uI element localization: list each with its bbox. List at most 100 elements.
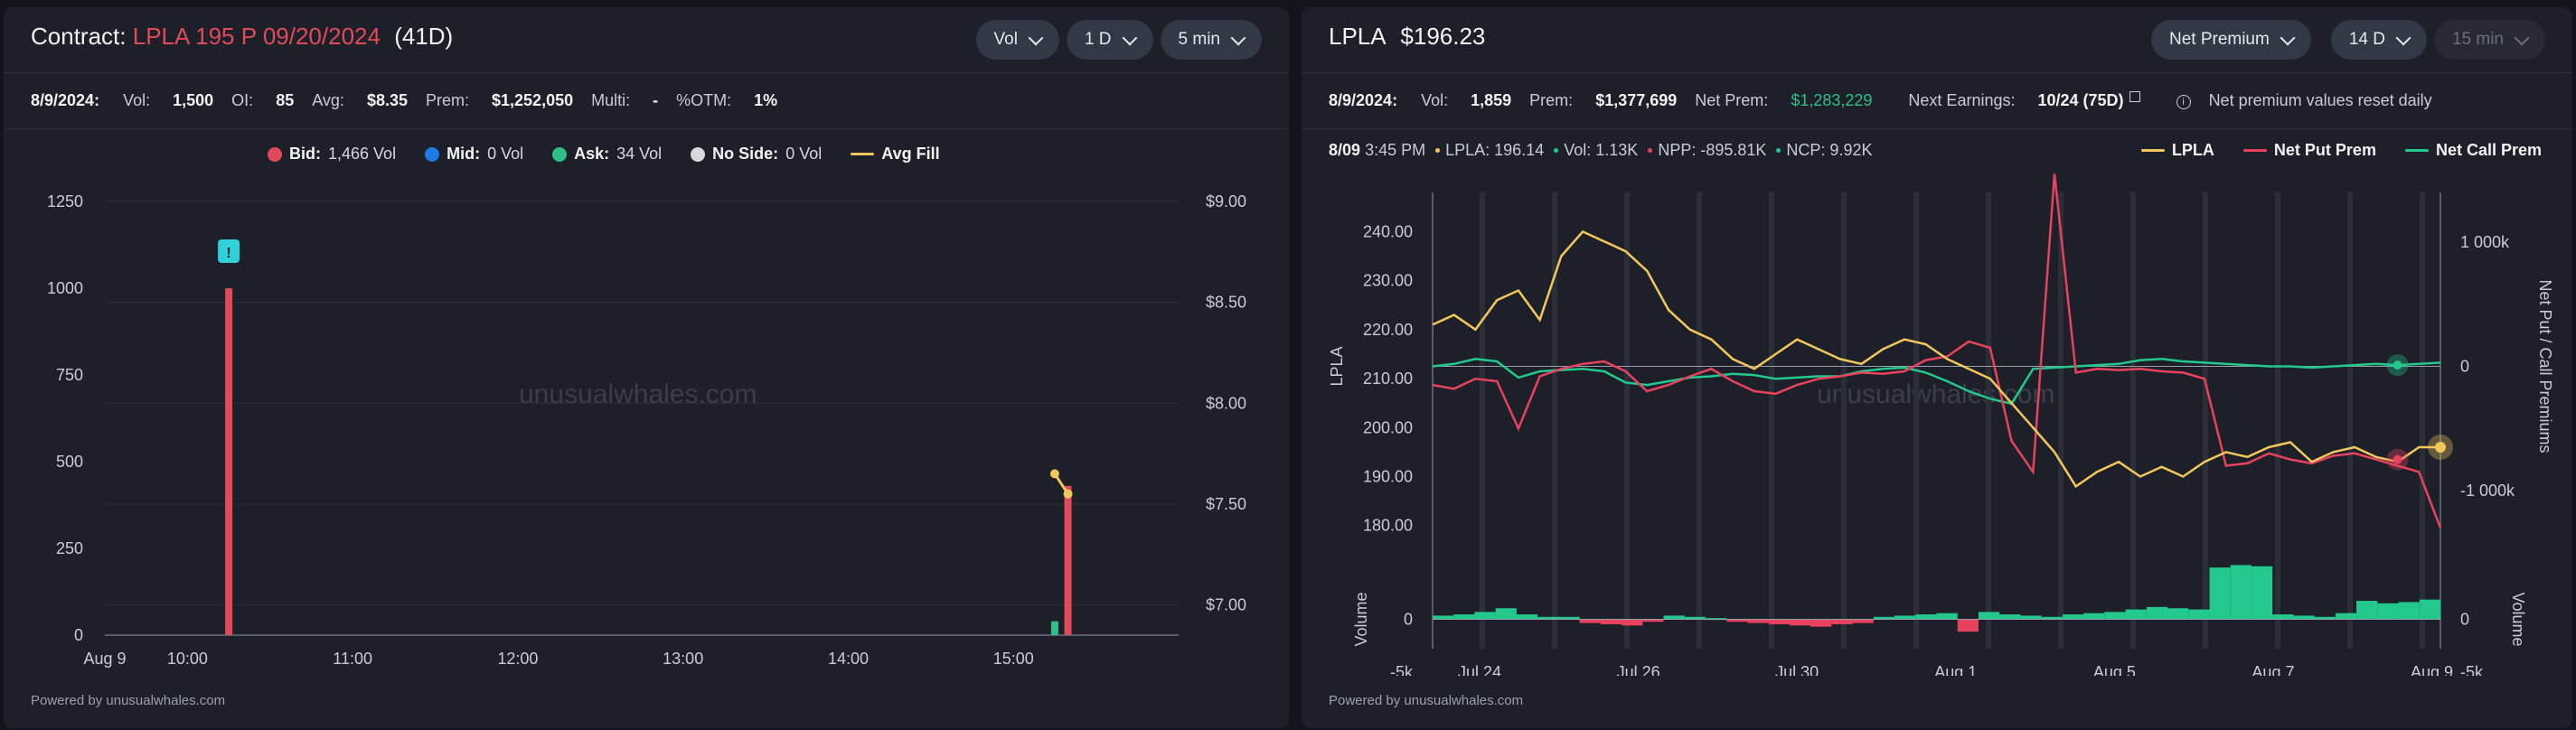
legend-swatch	[851, 153, 875, 155]
volume-bar	[1936, 613, 1958, 620]
external-link-icon[interactable]	[2129, 90, 2140, 102]
ticker-symbol[interactable]: LPLA	[1329, 23, 1386, 50]
legend-item-ask[interactable]: Ask: 34 Vol	[552, 145, 662, 164]
stat-multi: Multi: -	[591, 90, 659, 109]
info-icon[interactable]: i	[2176, 94, 2191, 109]
contract-header: Contract: LPLA 195 P 09/20/2024 (41D) Vo…	[4, 7, 1289, 73]
stat-prem: Prem: $1,377,699	[1529, 90, 1678, 109]
volume-bar	[1642, 619, 1664, 622]
contract-symbol[interactable]: LPLA 195 P 09/20/2024	[132, 23, 381, 50]
y2-tick-label: $8.00	[1206, 394, 1246, 412]
legend-swatch	[425, 146, 440, 162]
y-tick-label: 500	[56, 453, 83, 471]
x-tick-label: Aug 7	[2252, 663, 2294, 676]
legend-label: Ask:	[574, 145, 610, 163]
y-tick-label: 220.00	[1363, 321, 1413, 339]
stat-prem: Prem: $1,252,050	[425, 90, 574, 109]
premium-type-dropdown[interactable]: Net Premium	[2150, 20, 2311, 60]
volume-bar	[1747, 619, 1769, 623]
volume-bar	[2419, 599, 2440, 620]
legend-item-noside[interactable]: No Side: 0 Vol	[691, 145, 822, 164]
legend-value: 1,466 Vol	[328, 145, 397, 163]
stat-oi: OI: 85	[231, 90, 295, 109]
days-to-expiry: (41D)	[394, 23, 454, 50]
legend-item-mid[interactable]: Mid: 0 Vol	[425, 145, 523, 164]
legend-item-netputprem[interactable]: Net Put Prem	[2242, 141, 2376, 160]
volume-axis-title: Volume	[1352, 592, 1370, 646]
volume-bar	[2041, 616, 2063, 620]
legend-swatch	[268, 146, 282, 162]
legend-value: 0 Vol	[785, 145, 823, 163]
stats-date: 8/9/2024:	[31, 90, 100, 109]
net-put-prem-line	[1432, 173, 2442, 529]
watermark: unusualwhales.com	[519, 379, 757, 409]
contract-controls: Vol 1 D 5 min	[975, 20, 1262, 60]
y-tick-label: 250	[56, 539, 83, 557]
y-tick-label: 1250	[47, 192, 83, 211]
legend-swatch	[2140, 149, 2165, 152]
x-tick-label: 10:00	[167, 650, 208, 668]
y-tick-label: 0	[74, 626, 83, 644]
day-separator	[2347, 192, 2353, 649]
y-tick-label: 200.00	[1363, 418, 1413, 436]
y2-tick-label: $9.00	[1206, 192, 1246, 211]
chevron-down-icon	[1028, 30, 1044, 45]
volume-chart: $7.00 $7.50 $8.00 $8.50 $9.00 0 250 500 750 1000 1…	[47, 192, 1246, 668]
volume-bar	[2335, 613, 2357, 620]
powered-by[interactable]: Powered by unusualwhales.com	[31, 693, 226, 708]
volume-bar	[1579, 619, 1601, 623]
day-separator	[2130, 192, 2136, 649]
legend-label: Net Call Prem	[2435, 141, 2542, 159]
chevron-down-icon	[2395, 30, 2411, 45]
day-separator	[2420, 192, 2425, 649]
powered-by[interactable]: Powered by unusualwhales.com	[1329, 693, 1524, 708]
legend-value: 34 Vol	[616, 145, 663, 163]
day-separator	[1624, 192, 1630, 649]
alert-marker-icon	[218, 239, 240, 263]
premium-chart: 240.00 230.00 220.00 210.00 200.00 190.00 180.…	[1328, 173, 2554, 676]
volume-bar	[2083, 613, 2105, 620]
day-separator	[2203, 192, 2208, 649]
y-tick-label: 180.00	[1363, 517, 1413, 535]
contract-title: Contract: LPLA 195 P 09/20/2024 (41D)	[31, 23, 453, 51]
chevron-down-icon	[2280, 30, 2296, 45]
range-dropdown[interactable]: 14 D	[2330, 20, 2427, 60]
volume-bar	[1663, 615, 1685, 620]
interval-dropdown[interactable]: 5 min	[1160, 20, 1262, 60]
legend-swatch	[552, 146, 568, 162]
lpla-hover-dot	[2435, 441, 2446, 453]
y2-tick-label: 0	[2460, 358, 2469, 376]
bar-bid	[1064, 485, 1072, 635]
volume-bar	[2188, 609, 2210, 620]
volume-bar	[2293, 615, 2315, 620]
net-call-hover-dot	[2393, 360, 2402, 370]
volume-bar	[2230, 565, 2252, 620]
legend-item-lpla[interactable]: LPLA	[2140, 141, 2214, 160]
stats-date: 8/9/2024:	[1329, 90, 1398, 109]
y2-axis-title: Net Put / Call Premiums	[2536, 279, 2554, 453]
volume-legend: Bid: 1,466 Vol Mid: 0 Vol Ask: 34 Vol No Side:…	[268, 145, 940, 164]
volume-bar	[2251, 566, 2273, 620]
net-premium-note: i Net premium values reset daily	[2176, 91, 2450, 110]
watermark: unusualwhales.com	[1817, 379, 2055, 409]
legend-label: Mid:	[447, 145, 481, 163]
y-tick-label: 1000	[47, 279, 83, 297]
metric-dropdown[interactable]: Vol	[975, 20, 1059, 60]
legend-item-bid[interactable]: Bid: 1,466 Vol	[268, 145, 396, 164]
legend-item-avgfill[interactable]: Avg Fill	[851, 145, 940, 164]
y-axis-title: LPLA	[1328, 346, 1346, 386]
legend-item-netcallprem[interactable]: Net Call Prem	[2404, 141, 2542, 160]
x-tick-label: Aug 9	[83, 650, 126, 668]
legend-label: Avg Fill	[881, 145, 940, 163]
y-tick-label: 240.00	[1363, 222, 1413, 240]
chevron-down-icon	[1230, 30, 1246, 45]
contract-panel: Contract: LPLA 195 P 09/20/2024 (41D) Vo…	[4, 7, 1289, 728]
x-tick-label: Aug 9	[2411, 663, 2453, 676]
volume-tick-label: 0	[1404, 611, 1413, 629]
stat-avg: Avg: $8.35	[312, 90, 408, 109]
interval-dropdown[interactable]: 15 min	[2433, 20, 2545, 60]
volume-bar	[1999, 614, 2021, 620]
range-dropdown[interactable]: 1 D	[1066, 20, 1153, 60]
ticker-price: $196.23	[1400, 23, 1486, 50]
volume-bar	[1622, 619, 1643, 626]
